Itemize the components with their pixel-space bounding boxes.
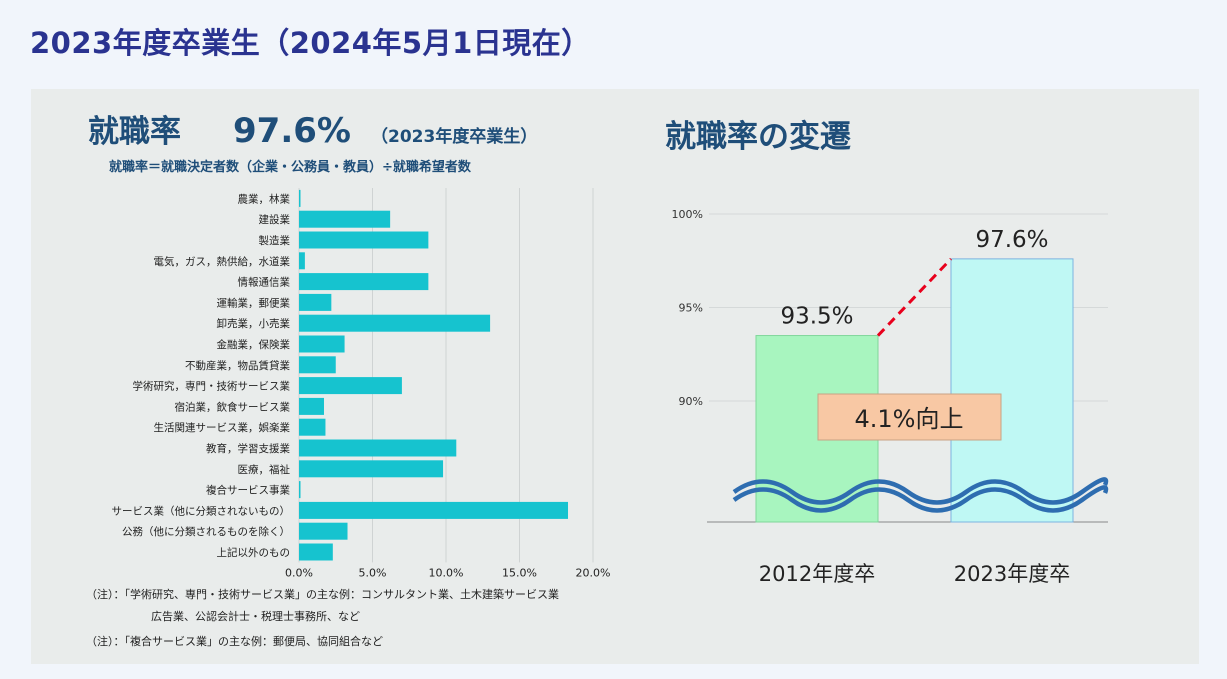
industry-bars: [299, 189, 569, 561]
bar: [299, 418, 326, 436]
y-tick-label: 90%: [679, 395, 703, 408]
category-label: 複合サービス事業: [206, 484, 290, 497]
industry-labels: 農業，林業建設業製造業電気，ガス，熱供給，水道業情報通信業運輸業，郵便業卸売業，…: [112, 192, 291, 559]
category-label: 金融業，保険業: [217, 338, 291, 351]
bar: [299, 522, 348, 540]
y-tick-label: 100%: [672, 208, 703, 221]
category-label: 医療，福祉: [238, 463, 291, 476]
bar: [299, 273, 429, 291]
category-label: 上記以外のもの: [217, 546, 291, 559]
category-label: サービス業（他に分類されないもの）: [112, 504, 291, 517]
bar: [299, 439, 457, 457]
category-label: 2012年度卒: [759, 562, 875, 586]
bar: [299, 335, 345, 353]
employment-rate-heading-label: 就職率: [88, 114, 181, 150]
bar: [299, 543, 333, 561]
category-label: 公務（他に分類されるものを除く）: [122, 525, 290, 538]
note-2: （注）：「複合サービス業」の主な例：郵便局、協同組合など: [86, 634, 383, 648]
industry-bar-chart: 就職率 97.6% （2023年度卒業生） 就職率＝就職決定者数（企業・公務員・…: [86, 111, 610, 648]
bar: [299, 501, 569, 519]
category-label: 製造業: [259, 234, 291, 247]
category-label: 教育，学習支援業: [206, 442, 290, 455]
category-label: 建設業: [259, 213, 291, 226]
x-tick-label: 5.0%: [359, 566, 387, 579]
category-label: 電気，ガス，熱供給，水道業: [154, 255, 291, 268]
bar: [299, 231, 429, 249]
bar: [299, 481, 301, 499]
transition-heading: 就職率の変遷: [665, 119, 851, 155]
bar: [950, 258, 1074, 523]
category-label: 生活関連サービス業，娯楽業: [154, 421, 291, 434]
category-label: 農業，林業: [238, 192, 291, 205]
bar: [299, 356, 336, 374]
category-label: 不動産業，物品賃貸業: [185, 359, 290, 372]
x-tick-label: 10.0%: [429, 566, 464, 579]
bar: [299, 293, 332, 311]
employment-rate-heading-value: 97.6%: [233, 111, 351, 151]
bar: [299, 460, 444, 478]
data-label: 97.6%: [975, 227, 1048, 253]
category-label: 2023年度卒: [954, 562, 1070, 586]
x-tick-label: 0.0%: [285, 566, 313, 579]
bar: [299, 189, 301, 207]
bar: [299, 252, 305, 270]
category-label: 卸売業，小売業: [217, 317, 291, 330]
formula-text: 就職率＝就職決定者数（企業・公務員・教員）÷就職希望者数: [109, 159, 472, 175]
note-1-line-1: （注）：「学術研究、専門・技術サービス業」の主な例：コンサルタント業、土木建築サ…: [86, 587, 559, 601]
chart-panel: 就職率 97.6% （2023年度卒業生） 就職率＝就職決定者数（企業・公務員・…: [31, 89, 1199, 664]
axis-break-wave: [732, 477, 1109, 505]
category-label: 宿泊業，飲食サービス業: [175, 400, 291, 413]
x-tick-label: 20.0%: [576, 566, 611, 579]
trend-dashed-line: [876, 257, 953, 337]
bar: [299, 314, 491, 332]
category-label: 学術研究，専門・技術サービス業: [133, 380, 291, 393]
note-1-line-2: 広告業、公認会計士・税理士事務所、など: [151, 609, 360, 623]
industry-grid: [298, 188, 594, 563]
x-tick-label: 15.0%: [502, 566, 537, 579]
rate-transition-chart: 就職率の変遷 90% 95% 100% 93.5% 2012年度卒 97.6% 2023年…: [665, 119, 1109, 586]
bar: [299, 210, 391, 228]
data-label: 93.5%: [780, 304, 853, 330]
axis-break-wave-2: [732, 485, 1109, 513]
employment-rate-heading-suffix: （2023年度卒業生）: [371, 126, 537, 147]
callout-text: 4.1%向上: [855, 405, 964, 433]
industry-x-ticks: 0.0% 5.0% 10.0% 15.0% 20.0%: [285, 566, 610, 579]
bar: [299, 397, 324, 415]
bar: [299, 377, 402, 395]
category-label: 運輸業，郵便業: [217, 296, 291, 309]
category-label: 情報通信業: [238, 276, 291, 289]
callout-box: 4.1%向上: [817, 393, 1002, 441]
y-tick-label: 95%: [679, 302, 703, 315]
page-title: 2023年度卒業生（2024年5月1日現在）: [30, 26, 591, 60]
